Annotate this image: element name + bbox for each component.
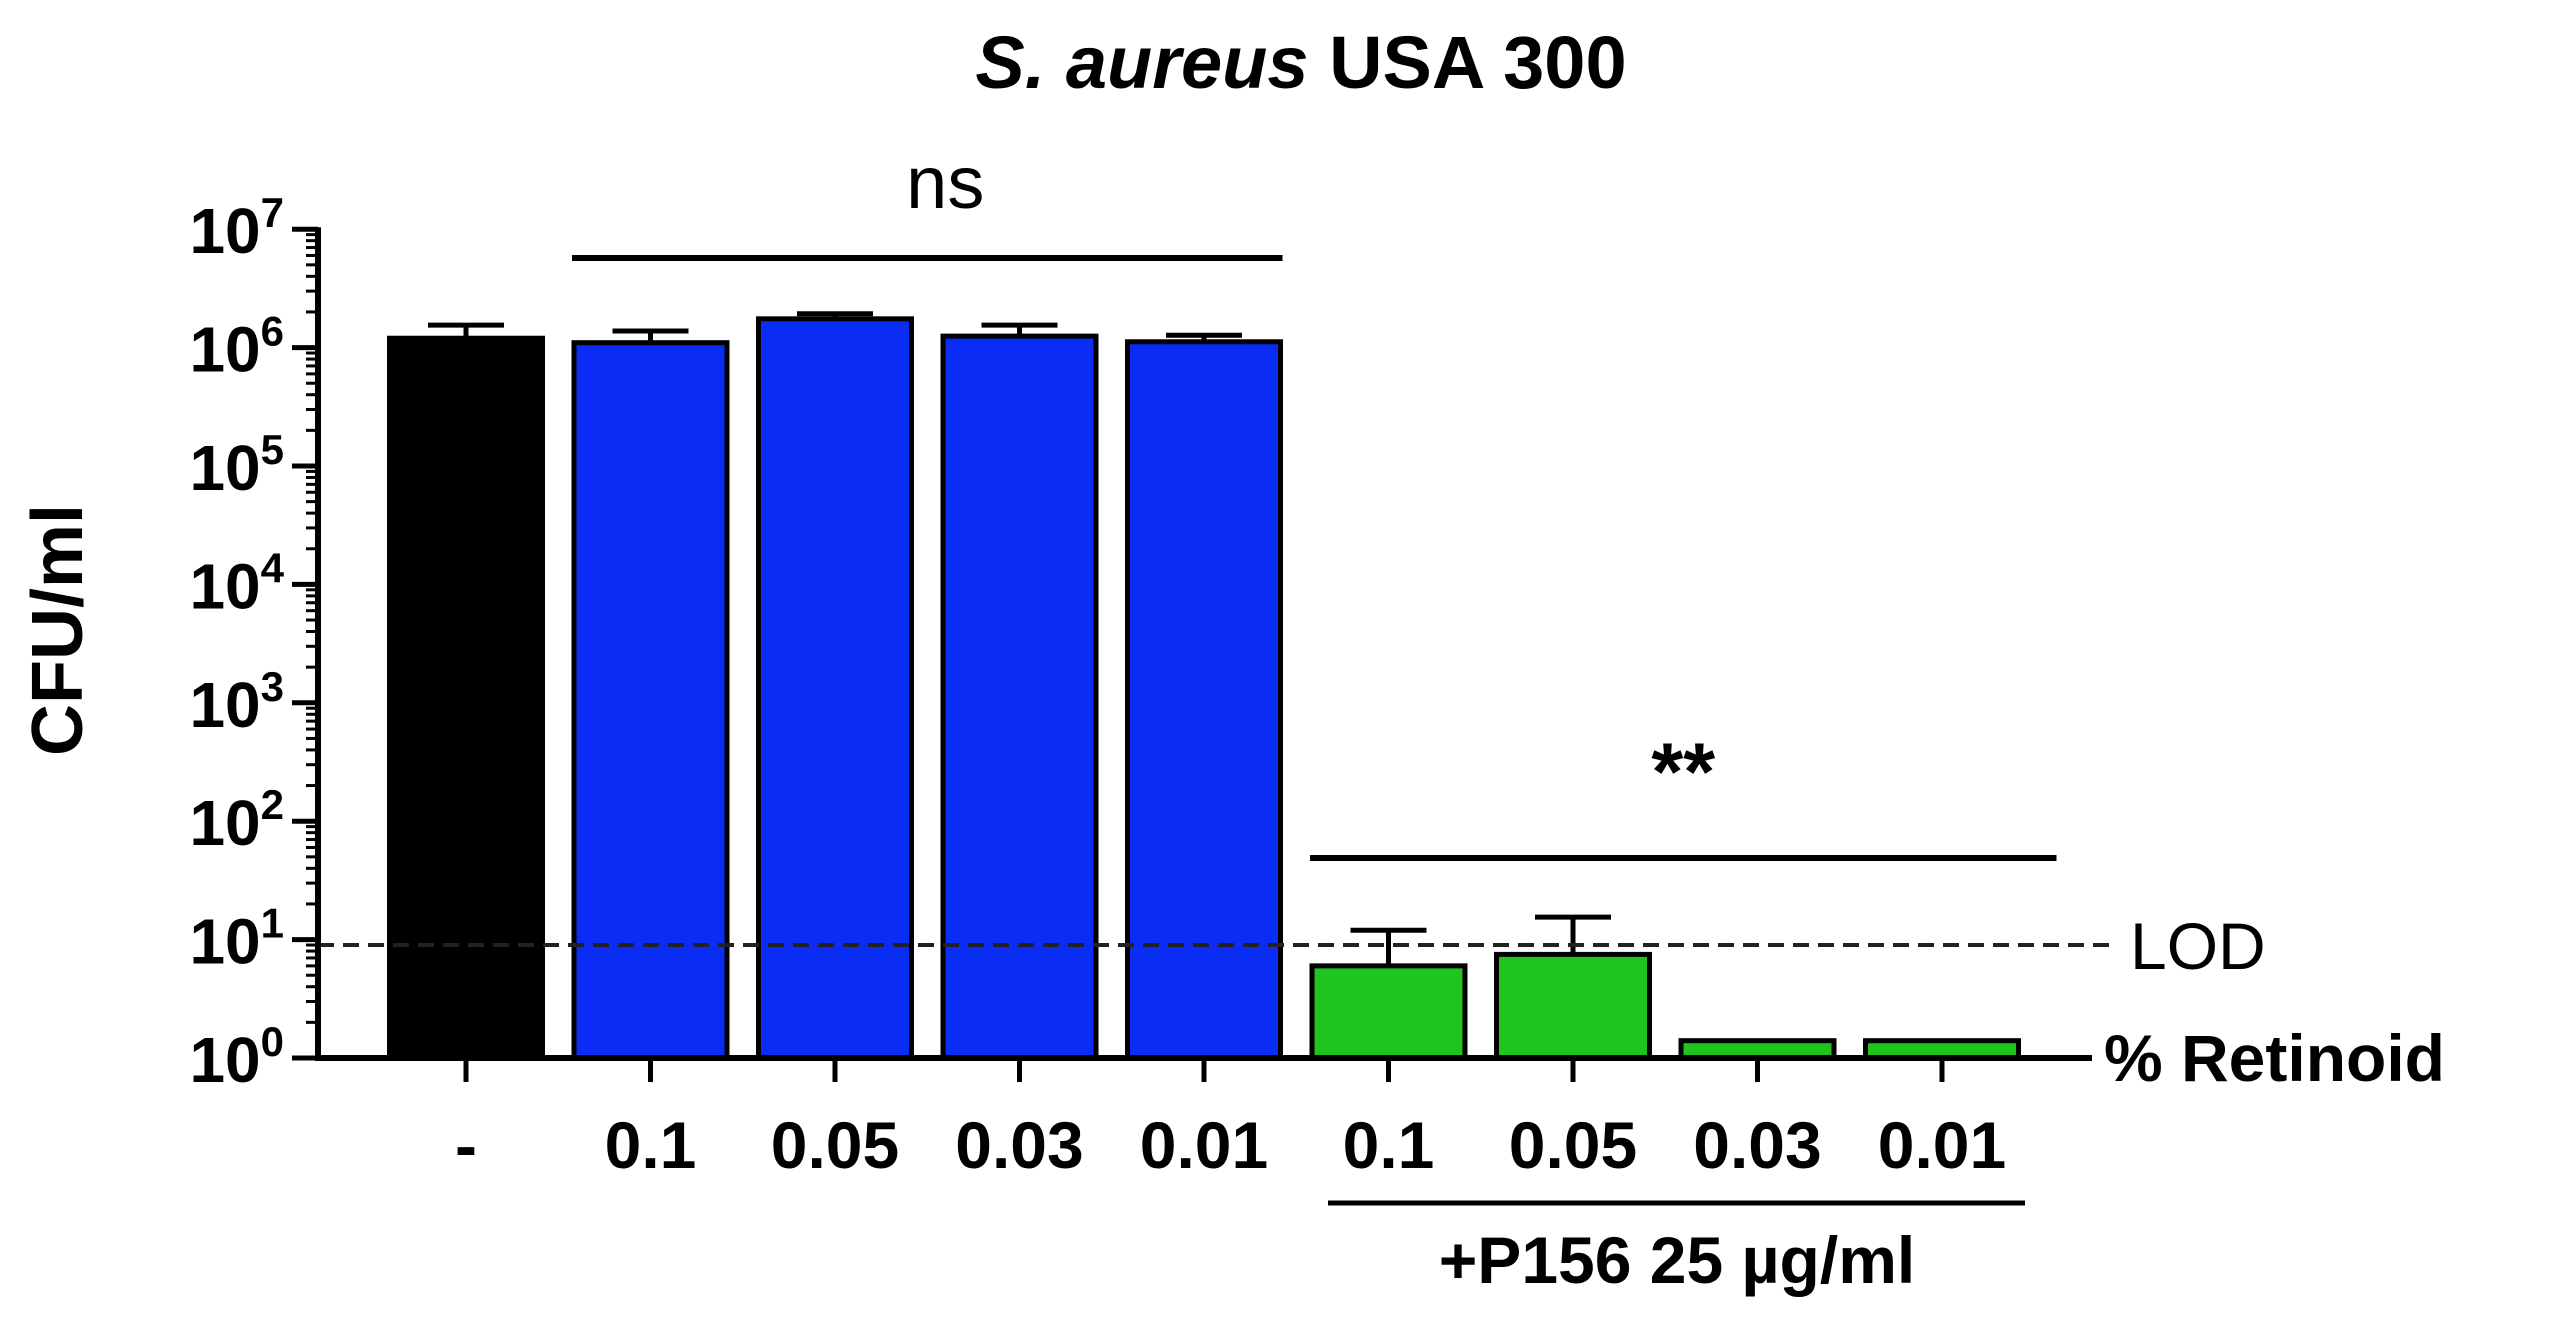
bar-0 bbox=[387, 335, 545, 1061]
y-tick-label-0: 100 bbox=[189, 1018, 284, 1096]
x-tick-label-7: 0.03 bbox=[1693, 1108, 1821, 1182]
bar-3 bbox=[940, 333, 1099, 1061]
y-axis-label: CFU/ml bbox=[18, 504, 98, 756]
x-tick-label-3: 0.03 bbox=[955, 1108, 1083, 1182]
y-tick-label-3: 103 bbox=[189, 663, 284, 741]
x-tick-label-1: 0.1 bbox=[605, 1108, 697, 1182]
x-tick-label-6: 0.05 bbox=[1509, 1108, 1637, 1182]
bar-1 bbox=[571, 340, 730, 1061]
x-tick-label-0: - bbox=[455, 1108, 477, 1182]
bar-2 bbox=[756, 316, 914, 1061]
bar-4 bbox=[1125, 339, 1283, 1061]
chart-title-italic: S. aureus bbox=[975, 21, 1308, 104]
bar-6 bbox=[1494, 951, 1652, 1061]
significance-label-1: ** bbox=[1651, 727, 1715, 818]
x-tick-label-4: 0.01 bbox=[1140, 1108, 1268, 1182]
y-tick-label-2: 102 bbox=[189, 781, 284, 859]
x-tick-label-5: 0.1 bbox=[1343, 1108, 1435, 1182]
chart-title-rest: USA 300 bbox=[1309, 21, 1627, 104]
group-label: +P156 25 µg/ml bbox=[1439, 1223, 1915, 1297]
x-axis-label: % Retinoid bbox=[2104, 1021, 2445, 1095]
bar-5 bbox=[1309, 963, 1468, 1061]
axes-layer: - 0.1 0.05 0.03 0.01 0.1 0.05 0.03 0.01 100 101 102… bbox=[189, 189, 2092, 1182]
bars-layer bbox=[387, 311, 2021, 1061]
x-tick-label-2: 0.05 bbox=[771, 1108, 899, 1182]
lod-label: LOD bbox=[2130, 909, 2266, 983]
y-tick-label-1: 101 bbox=[189, 900, 284, 978]
annotation-layer: ns ** bbox=[572, 141, 2057, 861]
y-tick-label-6: 106 bbox=[189, 308, 284, 386]
x-tick-label-8: 0.01 bbox=[1878, 1108, 2006, 1182]
y-tick-label-5: 105 bbox=[189, 426, 284, 504]
y-tick-label-4: 104 bbox=[189, 544, 284, 622]
significance-label-0: ns bbox=[906, 141, 984, 224]
chart-title: S. aureus USA 300 bbox=[975, 21, 1626, 104]
y-tick-label-7: 107 bbox=[189, 189, 284, 267]
lod-layer: LOD bbox=[318, 909, 2266, 983]
